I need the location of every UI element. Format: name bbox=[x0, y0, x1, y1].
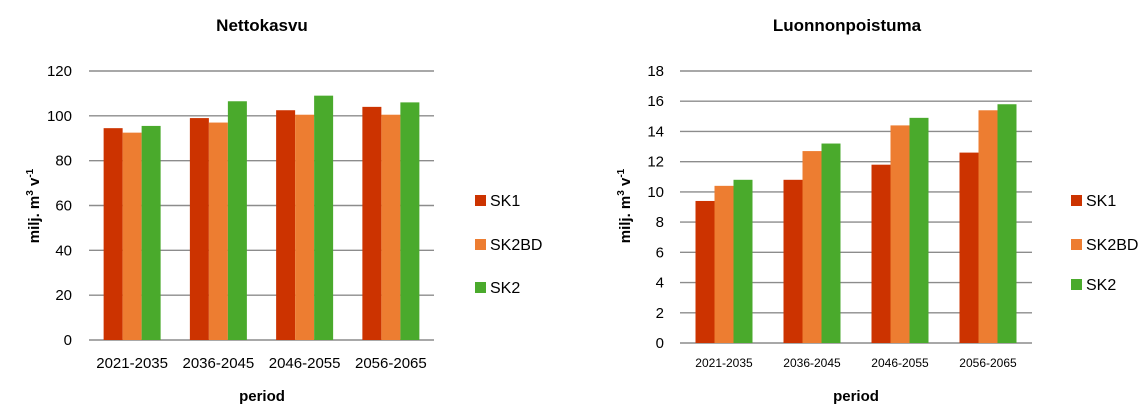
bar-sk2 bbox=[227, 101, 247, 340]
chart-title: Luonnonpoistuma bbox=[773, 16, 922, 35]
x-axis-title: period bbox=[833, 388, 879, 405]
y-axis-title-sup: -1 bbox=[25, 168, 36, 177]
y-tick-label: 4 bbox=[656, 275, 664, 292]
bar-sk1 bbox=[362, 106, 382, 340]
bar-sk2 bbox=[997, 104, 1017, 343]
x-tick-label: 2046-2055 bbox=[871, 356, 929, 370]
chart-luonnonpoistuma: Luonnonpoistuma 0 2 4 6 8 10 12 14 16 18 2021-203… bbox=[616, 16, 1138, 405]
bar-sk2bd bbox=[295, 114, 315, 341]
legend: SK1 SK2BD SK2 bbox=[1071, 193, 1138, 294]
x-tick-label: 2046-2055 bbox=[269, 355, 341, 372]
y-axis-title-main: milj. m bbox=[26, 196, 43, 244]
bar-sk2bd bbox=[714, 185, 734, 343]
bar-sk2 bbox=[400, 102, 420, 340]
legend-swatch-sk2bd bbox=[475, 239, 486, 250]
y-tick-label: 12 bbox=[647, 154, 664, 171]
legend-label-sk2bd: SK2BD bbox=[490, 237, 542, 254]
x-tick-label: 2036-2045 bbox=[183, 355, 255, 372]
bar-sk1 bbox=[189, 118, 209, 340]
chart-nettokasvu: Nettokasvu 0 20 40 60 80 100 120 2021-2035 2036… bbox=[25, 16, 542, 405]
y-axis-title-main: milj. m bbox=[617, 196, 634, 244]
bars bbox=[103, 95, 420, 341]
y-axis-title-sup: 3 bbox=[25, 190, 36, 196]
y-tick-label: 20 bbox=[55, 287, 72, 304]
y-axis-title-mid: v bbox=[617, 177, 634, 190]
y-tick-label: 2 bbox=[656, 305, 664, 322]
chart-title: Nettokasvu bbox=[216, 16, 308, 35]
bar-sk2 bbox=[909, 117, 929, 343]
y-tick-label: 0 bbox=[656, 335, 664, 352]
x-tick-labels: 2021-2035 2036-2045 2046-2055 2056-2065 bbox=[96, 355, 426, 372]
y-tick-label: 14 bbox=[647, 123, 664, 140]
bar-sk2bd bbox=[122, 132, 142, 340]
y-tick-label: 100 bbox=[47, 108, 72, 125]
y-tick-label: 0 bbox=[64, 332, 72, 349]
y-tick-label: 6 bbox=[656, 244, 664, 261]
y-tick-label: 80 bbox=[55, 153, 72, 170]
y-tick-labels: 0 20 40 60 80 100 120 bbox=[47, 63, 72, 349]
bar-sk2bd bbox=[978, 110, 998, 344]
bar-sk2 bbox=[141, 125, 161, 340]
bar-sk1 bbox=[276, 110, 296, 341]
x-tick-labels: 2021-2035 2036-2045 2046-2055 2056-2065 bbox=[695, 356, 1017, 370]
y-axis-title-mid: v bbox=[26, 177, 43, 190]
bar-sk2bd bbox=[208, 122, 228, 340]
legend-swatch-sk2bd bbox=[1071, 239, 1082, 250]
legend-label-sk2: SK2 bbox=[490, 280, 520, 297]
legend-label-sk2: SK2 bbox=[1086, 277, 1116, 294]
x-tick-label: 2021-2035 bbox=[695, 356, 753, 370]
bar-sk1 bbox=[695, 200, 715, 343]
bar-sk2bd bbox=[381, 114, 401, 341]
x-tick-label: 2056-2065 bbox=[959, 356, 1017, 370]
bar-sk2 bbox=[733, 179, 753, 343]
bar-sk2 bbox=[314, 95, 334, 341]
y-axis-title-sup: 3 bbox=[616, 190, 627, 196]
legend-label-sk1: SK1 bbox=[490, 193, 520, 210]
bar-sk1 bbox=[103, 128, 123, 340]
y-tick-label: 8 bbox=[656, 214, 664, 231]
bar-sk2 bbox=[821, 143, 841, 343]
bar-sk1 bbox=[783, 179, 803, 343]
x-tick-label: 2021-2035 bbox=[96, 355, 168, 372]
x-axis-title: period bbox=[239, 388, 285, 405]
y-axis-title: milj. m3 v-1 bbox=[616, 168, 634, 243]
legend: SK1 SK2BD SK2 bbox=[475, 193, 542, 297]
y-tick-label: 18 bbox=[647, 63, 664, 80]
bars bbox=[695, 104, 1017, 344]
y-tick-label: 60 bbox=[55, 198, 72, 215]
y-tick-labels: 0 2 4 6 8 10 12 14 16 18 bbox=[647, 63, 664, 352]
bar-sk1 bbox=[871, 164, 891, 343]
legend-label-sk1: SK1 bbox=[1086, 193, 1116, 210]
legend-swatch-sk2 bbox=[1071, 279, 1082, 290]
legend-swatch-sk1 bbox=[475, 195, 486, 206]
y-axis-title-sup: -1 bbox=[616, 168, 627, 177]
bar-sk1 bbox=[959, 152, 979, 343]
bar-sk2bd bbox=[890, 125, 910, 344]
y-tick-label: 10 bbox=[647, 184, 664, 201]
y-tick-label: 120 bbox=[47, 63, 72, 80]
y-tick-label: 16 bbox=[647, 93, 664, 110]
x-tick-label: 2056-2065 bbox=[355, 355, 427, 372]
legend-swatch-sk2 bbox=[475, 282, 486, 293]
y-axis-title: milj. m3 v-1 bbox=[25, 168, 43, 243]
bar-sk2bd bbox=[802, 151, 822, 343]
legend-swatch-sk1 bbox=[1071, 195, 1082, 206]
y-tick-label: 40 bbox=[55, 242, 72, 259]
legend-label-sk2bd: SK2BD bbox=[1086, 237, 1138, 254]
x-tick-label: 2036-2045 bbox=[783, 356, 841, 370]
